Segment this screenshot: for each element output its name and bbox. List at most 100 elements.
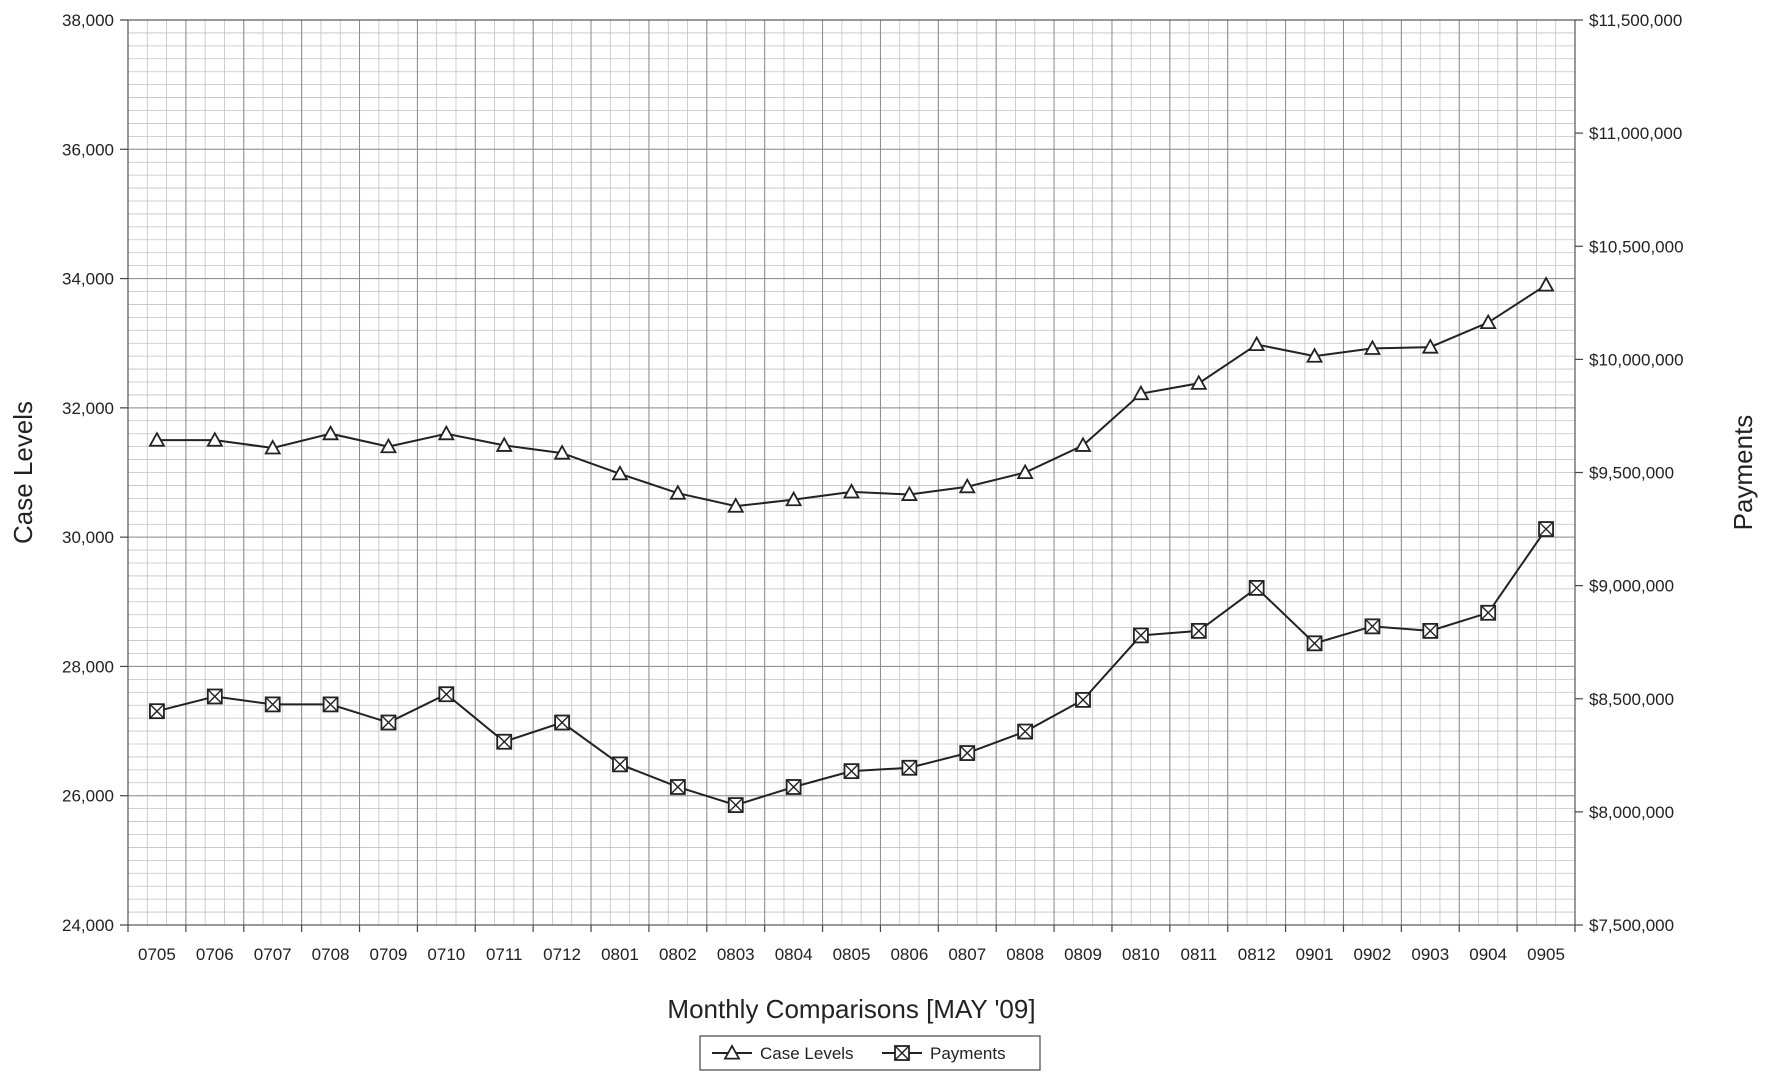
x-tick-label: 0806: [890, 945, 928, 964]
series-case-levels: [148, 276, 1555, 513]
data-point-payments-0707: [264, 696, 281, 713]
legend: Case Levels Payments: [699, 1035, 1041, 1071]
data-point-payments-0811: [1190, 622, 1207, 639]
x-tick-label: 0804: [775, 945, 813, 964]
data-point-payments-0711: [496, 733, 513, 750]
x-tick-label: 0803: [717, 945, 755, 964]
data-point-payments-0905: [1538, 521, 1554, 537]
data-point-payments-0812: [1248, 579, 1265, 596]
x-tick-label: 0705: [138, 945, 176, 964]
right-tick-label: $11,500,000: [1589, 11, 1682, 30]
data-point-case-levels-0707: [264, 439, 282, 455]
data-point-payments-0807: [959, 745, 976, 761]
right-tick-label: $10,000,000: [1589, 350, 1684, 369]
left-tick-label: 28,000: [62, 657, 114, 676]
left-tick-label: 36,000: [62, 140, 114, 159]
data-point-payments-0712: [554, 714, 570, 731]
right-tick-label: $9,000,000: [1589, 577, 1674, 596]
left-tick-label: 24,000: [62, 916, 114, 935]
legend-marker-case-levels: [723, 1044, 741, 1060]
x-tick-label: 0901: [1296, 945, 1334, 964]
x-tick-label: 0807: [948, 945, 986, 964]
x-tick-label: 0805: [833, 945, 871, 964]
data-point-case-levels-0802: [669, 484, 687, 500]
right-tick-label: $8,500,000: [1589, 690, 1674, 709]
series-layer: [148, 276, 1555, 813]
data-point-payments-0706: [206, 688, 223, 705]
data-point-payments-0904: [1480, 604, 1497, 621]
data-point-case-levels-0706: [206, 431, 224, 447]
y-axis-title: Case Levels: [8, 401, 38, 544]
right-tick-label: $9,500,000: [1589, 464, 1674, 483]
data-point-case-levels-0901: [1306, 347, 1324, 363]
x-tick-label: 0809: [1064, 945, 1102, 964]
x-tick-label: 0811: [1180, 945, 1217, 964]
right-tick-label: $10,500,000: [1589, 237, 1684, 256]
data-point-case-levels-0810: [1132, 384, 1150, 401]
data-point-case-levels-0807: [958, 477, 976, 494]
data-point-payments-0705: [149, 703, 165, 720]
x-tick-label: 0711: [486, 945, 523, 964]
x-tick-label: 0905: [1527, 945, 1565, 964]
data-point-case-levels-0806: [900, 485, 918, 501]
legend-label-case-levels: Case Levels: [760, 1044, 854, 1063]
data-point-payments-0809: [1075, 691, 1091, 708]
x-tick-label: 0801: [601, 945, 639, 964]
right-tick-label: $8,000,000: [1589, 803, 1674, 822]
data-point-case-levels-0905: [1537, 276, 1555, 292]
x-tick-label: 0902: [1354, 945, 1392, 964]
data-point-case-levels-0809: [1074, 436, 1092, 452]
data-point-payments-0709: [380, 714, 397, 731]
data-point-payments-0806: [901, 759, 918, 776]
data-point-payments-0902: [1364, 618, 1381, 635]
data-point-payments-0801: [612, 756, 628, 773]
x-tick-label: 0712: [543, 945, 581, 964]
data-point-case-levels-0712: [553, 444, 571, 460]
data-point-payments-0708: [322, 696, 339, 713]
data-point-case-levels-0805: [842, 483, 861, 499]
data-point-case-levels-0705: [148, 431, 166, 447]
left-tick-label: 26,000: [62, 787, 114, 806]
data-point-payments-0803: [727, 797, 744, 813]
x-tick-label: 0707: [254, 945, 292, 964]
data-point-case-levels-0709: [379, 437, 397, 454]
data-point-payments-0710: [438, 686, 455, 703]
data-point-case-levels-0710: [437, 424, 455, 441]
data-point-case-levels-0808: [1016, 463, 1034, 480]
right-tick-label: $7,500,000: [1589, 916, 1674, 935]
left-tick-label: 38,000: [62, 11, 114, 30]
legend-label-payments: Payments: [930, 1044, 1006, 1063]
data-point-case-levels-0902: [1363, 339, 1381, 355]
legend-marker-payments: [894, 1045, 910, 1061]
series-payments: [149, 521, 1554, 813]
right-tick-label: $11,000,000: [1589, 124, 1682, 143]
right-axis-ticks: $7,500,000 $8,000,000 $8,500,000 $9,000,000…: [1575, 11, 1684, 935]
data-point-payments-0810: [1133, 627, 1149, 644]
legend-item-case-levels: Case Levels: [712, 1044, 854, 1063]
left-tick-label: 32,000: [62, 399, 114, 418]
data-point-payments-0808: [1017, 723, 1034, 740]
x-tick-label: 0709: [370, 945, 408, 964]
x-tick-label: 0708: [312, 945, 350, 964]
y2-axis-title: Payments: [1728, 415, 1758, 531]
data-point-case-levels-0801: [611, 464, 629, 481]
data-point-payments-0903: [1422, 622, 1439, 639]
left-axis-ticks: 24,000 26,000 28,000 30,000 32,000 34,000 36,0…: [62, 11, 128, 935]
x-tick-label: 0710: [427, 945, 465, 964]
data-point-case-levels-0811: [1190, 374, 1208, 390]
left-tick-label: 34,000: [62, 270, 114, 289]
x-tick-label: 0812: [1238, 945, 1276, 964]
x-axis-ticks: 0705 0706 0707 0708 0709 0710 0711 0712 0801 0802…: [127, 925, 1576, 964]
legend-box: [699, 1035, 1041, 1071]
x-tick-label: 0706: [196, 945, 234, 964]
data-point-case-levels-0803: [727, 497, 745, 513]
data-point-case-levels-0711: [495, 436, 513, 452]
x-tick-label: 0808: [1006, 945, 1044, 964]
data-point-case-levels-0708: [322, 424, 340, 441]
x-tick-label: 0802: [659, 945, 697, 964]
data-point-payments-0804: [785, 779, 802, 795]
data-point-case-levels-0904: [1479, 313, 1497, 330]
data-point-payments-0802: [669, 779, 686, 795]
